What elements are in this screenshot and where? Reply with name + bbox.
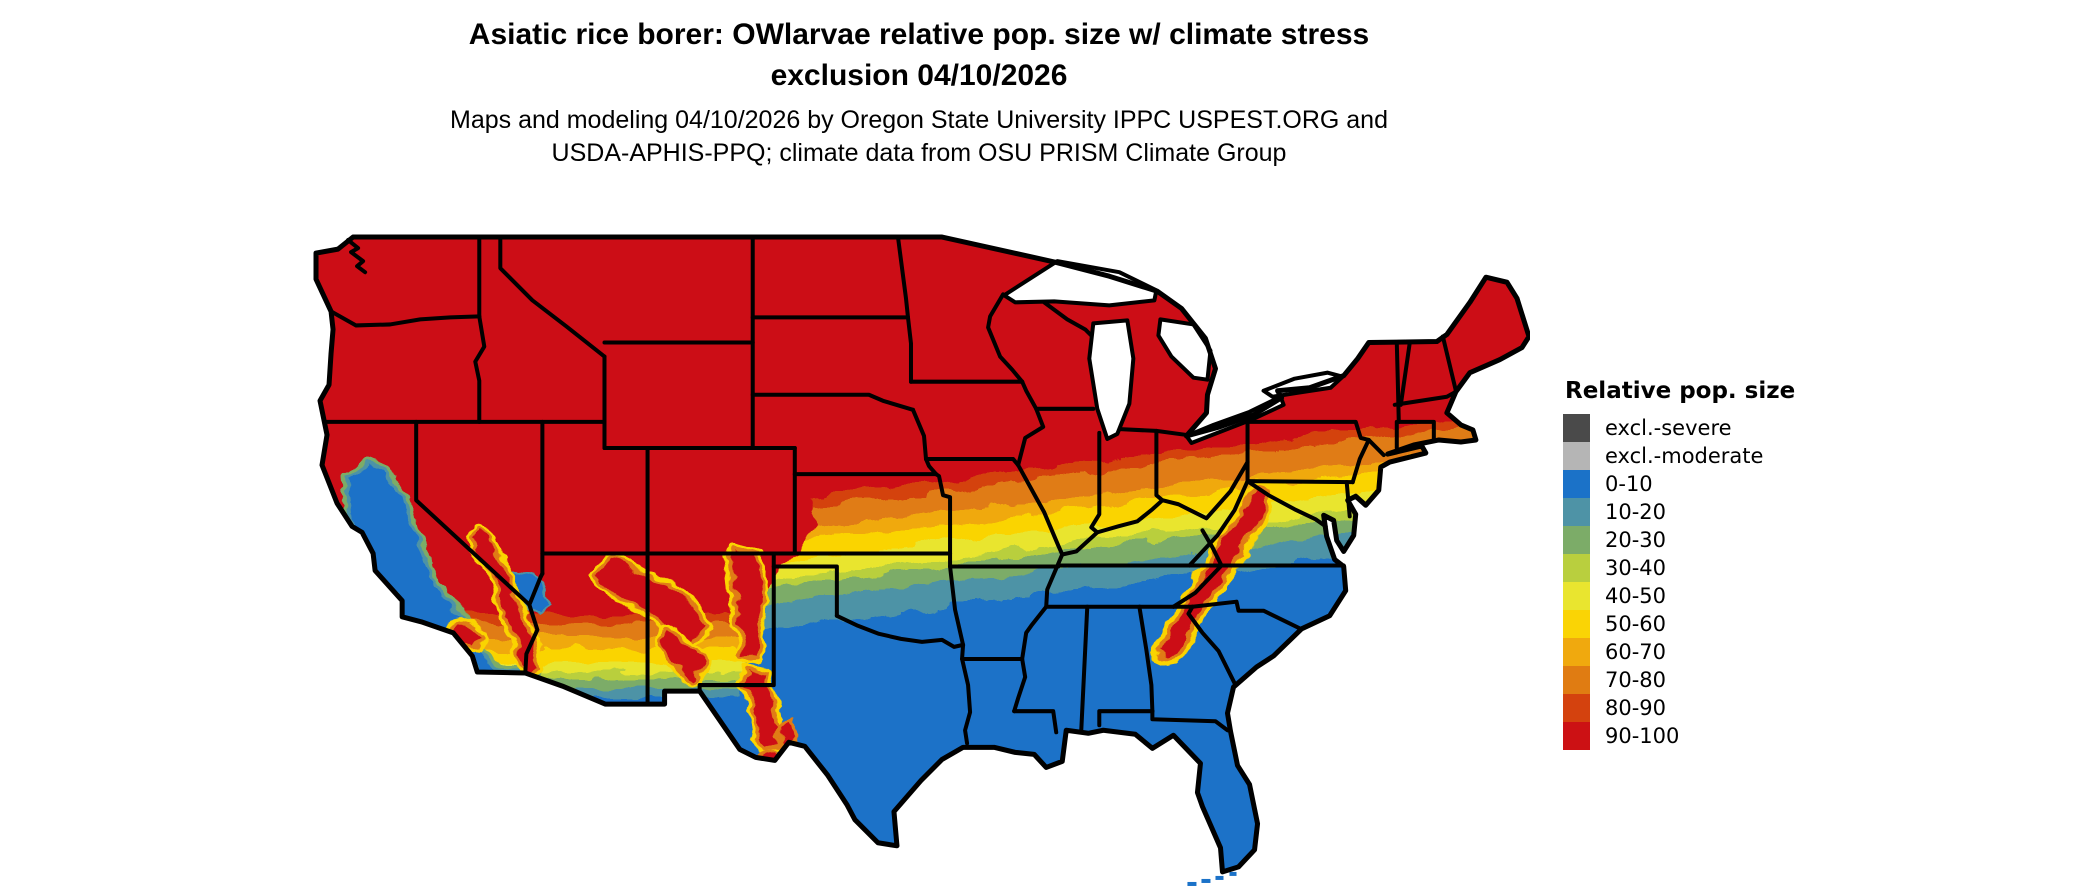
legend-item-label: 60-70 xyxy=(1605,640,1667,664)
legend-title: Relative pop. size xyxy=(1565,378,1796,404)
legend-item: 90-100 xyxy=(1563,722,1795,750)
legend-item: 40-50 xyxy=(1563,582,1795,610)
legend-swatch xyxy=(1563,610,1590,638)
legend-item-label: 90-100 xyxy=(1605,724,1680,748)
us-outline xyxy=(313,234,1532,875)
legend: Relative pop. size excl.-severe excl.-mod… xyxy=(1563,378,1795,750)
legend-item-label: excl.-severe xyxy=(1605,416,1732,440)
legend-swatch xyxy=(1563,526,1590,554)
great-lakes xyxy=(1002,259,1345,445)
legend-swatch xyxy=(1563,414,1590,442)
us-risk-map xyxy=(308,228,1532,891)
gila-ridge xyxy=(656,623,712,687)
legend-item-label: excl.-moderate xyxy=(1605,444,1764,468)
title-line-1: Asiatic rice borer: OWlarvae relative po… xyxy=(468,18,1370,51)
lake-superior xyxy=(1002,259,1159,308)
title-line-2: exclusion 04/10/2026 xyxy=(770,59,1068,92)
legend-item: excl.-moderate xyxy=(1563,442,1795,470)
us-risk-map-image xyxy=(313,234,1532,886)
lake-michigan xyxy=(1087,318,1136,441)
legend-item: 10-20 xyxy=(1563,498,1795,526)
legend-item: 0-10 xyxy=(1563,470,1795,498)
legend-item-label: 50-60 xyxy=(1605,612,1667,636)
map-color-field xyxy=(316,237,1529,872)
legend-item: 80-90 xyxy=(1563,694,1795,722)
legend-item: excl.-severe xyxy=(1563,414,1795,442)
legend-swatch xyxy=(1563,694,1590,722)
sacramento-mts-ridge xyxy=(738,663,787,756)
legend-swatch xyxy=(1563,666,1590,694)
subtitle-line-2: USDA-APHIS-PPQ; climate data from OSU PR… xyxy=(551,139,1287,167)
legend-swatch xyxy=(1563,582,1590,610)
legend-items: excl.-severe excl.-moderate 0-10 10-20 20-30… xyxy=(1563,414,1795,750)
legend-swatch xyxy=(1563,554,1590,582)
legend-item: 60-70 xyxy=(1563,638,1795,666)
legend-swatch xyxy=(1563,470,1590,498)
legend-item-label: 10-20 xyxy=(1605,500,1667,524)
page-title: Asiatic rice borer: OWlarvae relative po… xyxy=(308,14,1530,96)
legend-item-label: 30-40 xyxy=(1605,556,1667,580)
legend-swatch xyxy=(1563,638,1590,666)
legend-item: 70-80 xyxy=(1563,666,1795,694)
legend-item: 50-60 xyxy=(1563,610,1795,638)
page-subtitle: Maps and modeling 04/10/2026 by Oregon S… xyxy=(308,104,1530,170)
legend-swatch xyxy=(1563,722,1590,750)
legend-item-label: 70-80 xyxy=(1605,668,1667,692)
legend-swatch xyxy=(1563,498,1590,526)
sangre-de-cristo-ridge xyxy=(726,542,766,664)
subtitle-line-1: Maps and modeling 04/10/2026 by Oregon S… xyxy=(450,106,1388,134)
legend-swatch xyxy=(1563,442,1590,470)
legend-item: 20-30 xyxy=(1563,526,1795,554)
legend-item-label: 40-50 xyxy=(1605,584,1667,608)
legend-item-label: 20-30 xyxy=(1605,528,1667,552)
legend-item-label: 0-10 xyxy=(1605,472,1653,496)
florida-keys xyxy=(1187,871,1237,886)
legend-item: 30-40 xyxy=(1563,554,1795,582)
legend-item-label: 80-90 xyxy=(1605,696,1667,720)
state-borders xyxy=(322,235,1458,746)
